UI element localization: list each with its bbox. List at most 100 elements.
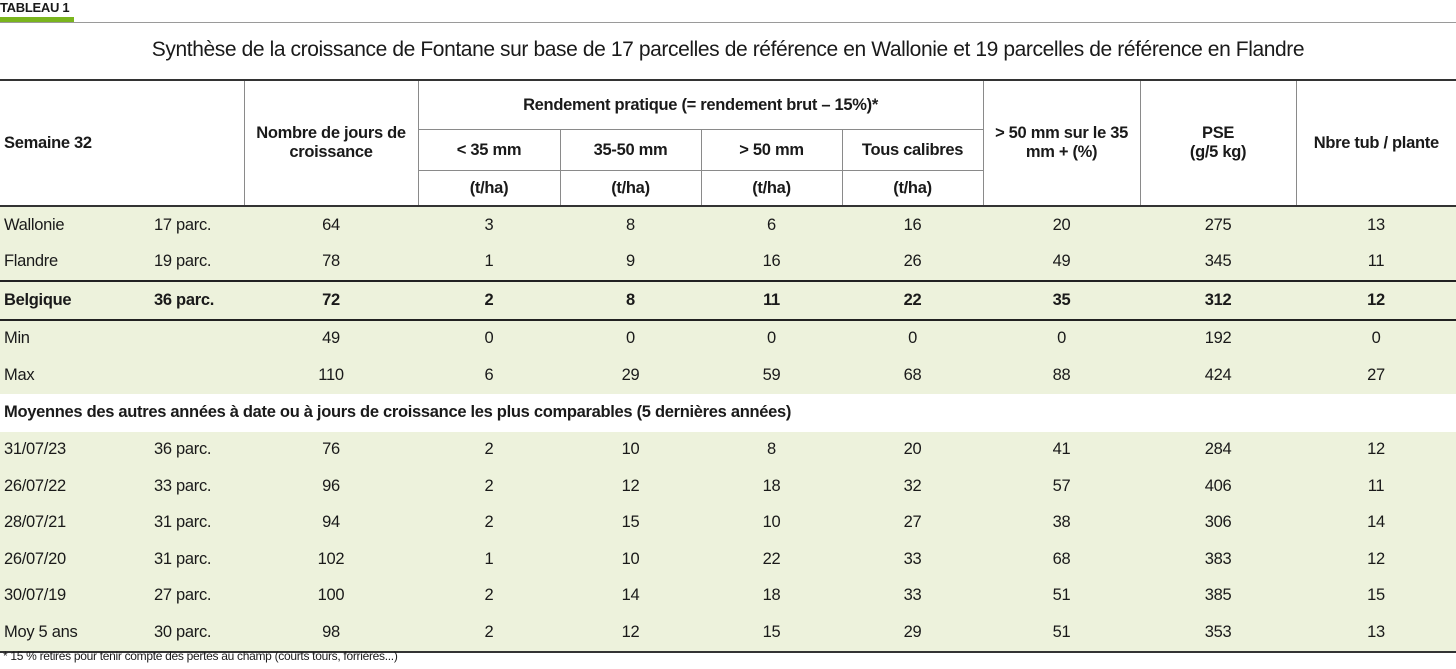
table-row-belgique: Belgique 36 parc. 72 2 8 11 22 35 312 12 [0, 280, 1456, 321]
row-label: Belgique [0, 280, 120, 321]
cell-pse: 385 [1140, 577, 1297, 614]
cell-days: 94 [244, 504, 418, 541]
tag-accent-bar [0, 17, 74, 22]
cell-pse: 424 [1140, 357, 1297, 394]
cell-tub: 13 [1296, 205, 1456, 244]
cell-pse: 383 [1140, 541, 1297, 578]
cell-tub: 14 [1296, 504, 1456, 541]
cell-days: 98 [244, 614, 418, 653]
cell-days: 102 [244, 541, 418, 578]
cell-all: 33 [842, 577, 984, 614]
cell-all: 27 [842, 504, 984, 541]
cell-pct: 51 [983, 577, 1141, 614]
cell-35-50: 9 [560, 243, 701, 281]
cell-gt50: 6 [701, 205, 842, 244]
cell-pct: 49 [983, 243, 1141, 281]
row-count: 17 parc. [120, 205, 244, 244]
section-header-row: Moyennes des autres années à date ou à j… [0, 394, 1456, 432]
header-week: Semaine 32 [0, 79, 244, 206]
cell-pse: 353 [1140, 614, 1297, 653]
table-row-max: Max 110 6 29 59 68 88 424 27 [0, 357, 1456, 394]
table-row-2021: 28/07/21 31 parc. 94 2 15 10 27 38 306 1… [0, 504, 1456, 541]
cell-35-50: 10 [560, 431, 701, 468]
cell-35-50: 12 [560, 468, 701, 505]
cell-pct: 57 [983, 468, 1141, 505]
cell-tub: 11 [1296, 243, 1456, 281]
table-row-min: Min 49 0 0 0 0 0 192 0 [0, 319, 1456, 357]
cell-pct: 35 [983, 280, 1141, 321]
cell-lt35: 1 [418, 243, 560, 281]
table-row-2019: 30/07/19 27 parc. 100 2 14 18 33 51 385 … [0, 577, 1456, 614]
cell-tub: 12 [1296, 541, 1456, 578]
cell-35-50: 15 [560, 504, 701, 541]
cell-35-50: 10 [560, 541, 701, 578]
cell-lt35: 2 [418, 280, 560, 321]
cell-lt35: 6 [418, 357, 560, 394]
header-yield-group: Rendement pratique (= rendement brut – 1… [417, 79, 984, 130]
cell-pse: 406 [1140, 468, 1297, 505]
cell-gt50: 10 [701, 504, 842, 541]
header-pse: PSE (g/5 kg) [1139, 79, 1297, 206]
row-label: 28/07/21 [0, 504, 120, 541]
row-count: 33 parc. [120, 468, 244, 505]
row-label: 26/07/22 [0, 468, 120, 505]
cell-tub: 13 [1296, 614, 1456, 653]
cell-35-50: 29 [560, 357, 701, 394]
cell-all: 32 [842, 468, 984, 505]
cell-pct: 38 [983, 504, 1141, 541]
row-count: 30 parc. [120, 614, 244, 653]
cell-pct: 20 [983, 205, 1141, 244]
cell-days: 100 [244, 577, 418, 614]
cell-pse: 284 [1140, 431, 1297, 468]
header-all-sizes: Tous calibres [841, 129, 984, 171]
cell-days: 96 [244, 468, 418, 505]
cell-pse: 345 [1140, 243, 1297, 281]
header-tubers: Nbre tub / plante [1295, 79, 1456, 206]
table-caption: Synthèse de la croissance de Fontane sur… [151, 38, 1305, 61]
row-label: 30/07/19 [0, 577, 120, 614]
cell-gt50: 18 [701, 468, 842, 505]
cell-all: 68 [842, 357, 984, 394]
cell-lt35: 3 [418, 205, 560, 244]
cell-days: 110 [244, 357, 418, 394]
cell-35-50: 0 [560, 319, 701, 357]
table-row-2022: 26/07/22 33 parc. 96 2 12 18 32 57 406 1… [0, 468, 1456, 505]
row-label: 31/07/23 [0, 431, 120, 468]
header-unit-lt35: (t/ha) [417, 170, 560, 206]
cell-gt50: 0 [701, 319, 842, 357]
header-pct-50mm: > 50 mm sur le 35 mm + (%) [982, 79, 1141, 206]
cell-pct: 68 [983, 541, 1141, 578]
cell-tub: 0 [1296, 319, 1456, 357]
cell-gt50: 8 [701, 431, 842, 468]
header-gt50: > 50 mm [700, 129, 842, 171]
cell-lt35: 2 [418, 431, 560, 468]
table-row-5yr-average: Moy 5 ans 30 parc. 98 2 12 15 29 51 353 … [0, 614, 1456, 653]
row-count [120, 357, 244, 394]
header-pse-label: PSE [1201, 124, 1235, 142]
cell-pse: 312 [1140, 280, 1297, 321]
footnote: * 15 % retirés pour tenir compte des per… [3, 649, 398, 663]
cell-days: 49 [244, 319, 418, 357]
cell-pse: 192 [1140, 319, 1297, 357]
header-unit-35-50: (t/ha) [559, 170, 701, 206]
cell-gt50: 11 [701, 280, 842, 321]
cell-lt35: 0 [418, 319, 560, 357]
cell-days: 72 [244, 280, 418, 321]
row-count: 36 parc. [120, 431, 244, 468]
header-lt35: < 35 mm [417, 129, 560, 171]
table-row-2020: 26/07/20 31 parc. 102 1 10 22 33 68 383 … [0, 541, 1456, 578]
cell-lt35: 2 [418, 614, 560, 653]
cell-lt35: 2 [418, 468, 560, 505]
cell-all: 26 [842, 243, 984, 281]
row-count: 27 parc. [120, 577, 244, 614]
cell-all: 16 [842, 205, 984, 244]
cell-all: 22 [842, 280, 984, 321]
cell-all: 29 [842, 614, 984, 653]
cell-gt50: 59 [701, 357, 842, 394]
row-label: Flandre [0, 243, 120, 281]
cell-all: 0 [842, 319, 984, 357]
cell-35-50: 14 [560, 577, 701, 614]
cell-days: 76 [244, 431, 418, 468]
cell-tub: 15 [1296, 577, 1456, 614]
table-row-wallonie: Wallonie 17 parc. 64 3 8 6 16 20 275 13 [0, 205, 1456, 244]
